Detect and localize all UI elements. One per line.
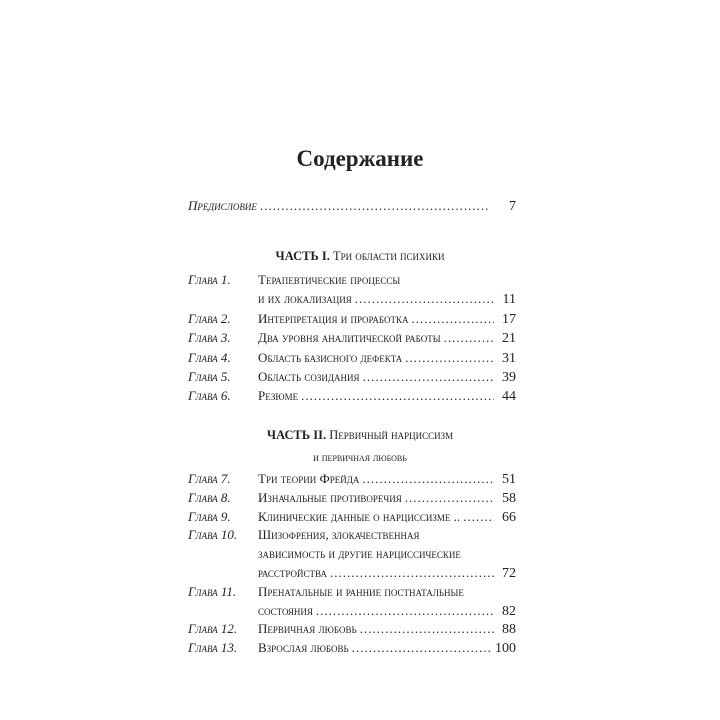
chapter-title: Два уровня аналитической работы bbox=[258, 330, 441, 346]
chapter-title: зависимость и другие нарциссические bbox=[258, 546, 461, 562]
page-number: 39 bbox=[502, 369, 516, 385]
part-title: Три области психики bbox=[332, 249, 445, 263]
dot-leader bbox=[363, 369, 494, 385]
chapter-label: Глава 10. bbox=[188, 527, 238, 543]
toc-entry-line[interactable]: Глава 8. Изначальные противоречия 58 bbox=[188, 490, 516, 509]
chapter-title: Шизофрения, злокачественная bbox=[258, 527, 420, 543]
dot-leader bbox=[316, 603, 494, 619]
entry-label: Предисловие bbox=[188, 198, 257, 213]
toc-entry-preface[interactable]: Предисловие 7 bbox=[188, 198, 516, 217]
dot-leader bbox=[463, 509, 494, 525]
chapter-label: Глава 12. bbox=[188, 621, 238, 637]
toc-entry-line[interactable]: Глава 13. Взрослая любовь 100 bbox=[188, 640, 516, 659]
chapter-label: Глава 7. bbox=[188, 471, 231, 486]
page-number: 66 bbox=[502, 509, 516, 525]
part-title: Первичный нарциссизм bbox=[329, 428, 454, 442]
toc-entry-line[interactable]: Глава 3. Два уровня аналитической работы 2… bbox=[188, 330, 516, 349]
chapter-title: Область созидания bbox=[258, 368, 360, 384]
dot-leader bbox=[360, 621, 494, 637]
toc-entry-line[interactable]: состояния 82 bbox=[188, 603, 516, 622]
page-number: 7 bbox=[509, 199, 516, 214]
part-1-heading: ЧАСТЬ I. Три области психики bbox=[0, 249, 720, 264]
page-number: 88 bbox=[502, 622, 516, 638]
dot-leader bbox=[301, 388, 494, 404]
chapter-title: расстройства bbox=[258, 564, 327, 580]
toc-entry-line[interactable]: зависимость и другие нарциссические bbox=[188, 546, 516, 565]
chapter-title: Резюме bbox=[258, 388, 299, 404]
chapter-title: Область базисного дефекта bbox=[258, 349, 403, 365]
toc-entry-line[interactable]: и их локализация 11 bbox=[188, 291, 516, 310]
dot-leader bbox=[412, 311, 494, 327]
part-number: ЧАСТЬ II. bbox=[266, 428, 327, 442]
page-number: 44 bbox=[502, 389, 516, 405]
chapter-title: состояния bbox=[258, 602, 313, 618]
chapter-label: Глава 1. bbox=[188, 272, 231, 287]
chapter-label: Глава 5. bbox=[188, 368, 231, 384]
dot-leader bbox=[260, 198, 488, 214]
toc-entry-line[interactable]: Глава 2. Интерпретация и проработка 17 bbox=[188, 311, 516, 330]
toc-entry-line[interactable]: Глава 1. Терапевтические процессы bbox=[188, 272, 516, 291]
toc-entry-line[interactable]: Глава 6. Резюме 44 bbox=[188, 388, 516, 407]
chapter-title: Клинические данные о нарциссизме .. bbox=[258, 508, 461, 524]
page-title: Содержание bbox=[296, 146, 424, 171]
chapter-label: Глава 8. bbox=[188, 489, 231, 505]
page-number: 31 bbox=[502, 350, 516, 366]
toc-entry-line[interactable]: Глава 11. Пренатальные и ранние постнатал… bbox=[188, 584, 516, 603]
part-2-chapters: Глава 7. Три теории Фрейда 51 Глава 8. Изнач… bbox=[188, 471, 516, 659]
chapter-label: Глава 4. bbox=[188, 349, 231, 365]
page-number: 100 bbox=[495, 641, 516, 657]
chapter-title: Терапевтические процессы bbox=[258, 272, 401, 287]
part-2-heading: ЧАСТЬ II. Первичный нарциссизм bbox=[0, 428, 720, 443]
page-number: 11 bbox=[502, 292, 516, 308]
toc-entry-line[interactable]: Глава 5. Область созидания 39 bbox=[188, 369, 516, 388]
page-number: 17 bbox=[502, 311, 516, 327]
dot-leader bbox=[405, 350, 494, 366]
dot-leader bbox=[355, 291, 494, 307]
page-number: 58 bbox=[502, 490, 516, 506]
toc-entry-line[interactable]: Глава 7. Три теории Фрейда 51 bbox=[188, 471, 516, 490]
dot-leader bbox=[362, 471, 494, 487]
part-1-chapters: Глава 1. Терапевтические процессы и их лок… bbox=[188, 272, 516, 408]
chapter-title: и их локализация bbox=[258, 291, 352, 307]
page-number: 82 bbox=[502, 603, 516, 619]
page-number: 72 bbox=[502, 565, 516, 581]
chapter-label: Глава 11. bbox=[188, 583, 237, 599]
toc-entry-line[interactable]: Глава 9. Клинические данные о нарциссизме… bbox=[188, 509, 516, 528]
dot-leader bbox=[444, 330, 494, 346]
dot-leader bbox=[330, 565, 494, 581]
chapter-title: Три теории Фрейда bbox=[258, 471, 360, 486]
chapter-title: Пренатальные и ранние постнатальные bbox=[258, 583, 464, 599]
chapter-label: Глава 3. bbox=[188, 330, 231, 346]
part-2-heading-line-2: и первичная любовь bbox=[313, 452, 407, 464]
chapter-label: Глава 6. bbox=[188, 388, 231, 404]
chapter-label: Глава 2. bbox=[188, 310, 231, 326]
chapter-title: Взрослая любовь bbox=[258, 640, 349, 656]
toc-entry-line[interactable]: Глава 10. Шизофрения, злокачественная bbox=[188, 527, 516, 546]
chapter-title: Первичная любовь bbox=[258, 621, 357, 637]
toc-entry-line[interactable]: Глава 12. Первичная любовь 88 bbox=[188, 621, 516, 640]
page-number: 51 bbox=[502, 472, 516, 487]
chapter-label: Глава 13. bbox=[188, 640, 238, 656]
dot-leader bbox=[405, 490, 494, 506]
toc-entry-line[interactable]: Глава 4. Область базисного дефекта 31 bbox=[188, 350, 516, 369]
chapter-title: Изначальные противоречия bbox=[258, 489, 402, 505]
chapter-title: Интерпретация и проработка bbox=[258, 310, 409, 326]
page-number: 21 bbox=[502, 331, 516, 347]
dot-leader bbox=[352, 640, 491, 656]
part-number: ЧАСТЬ I. bbox=[275, 249, 330, 263]
toc-entry-line[interactable]: расстройства 72 bbox=[188, 565, 516, 584]
chapter-label: Глава 9. bbox=[188, 508, 231, 524]
